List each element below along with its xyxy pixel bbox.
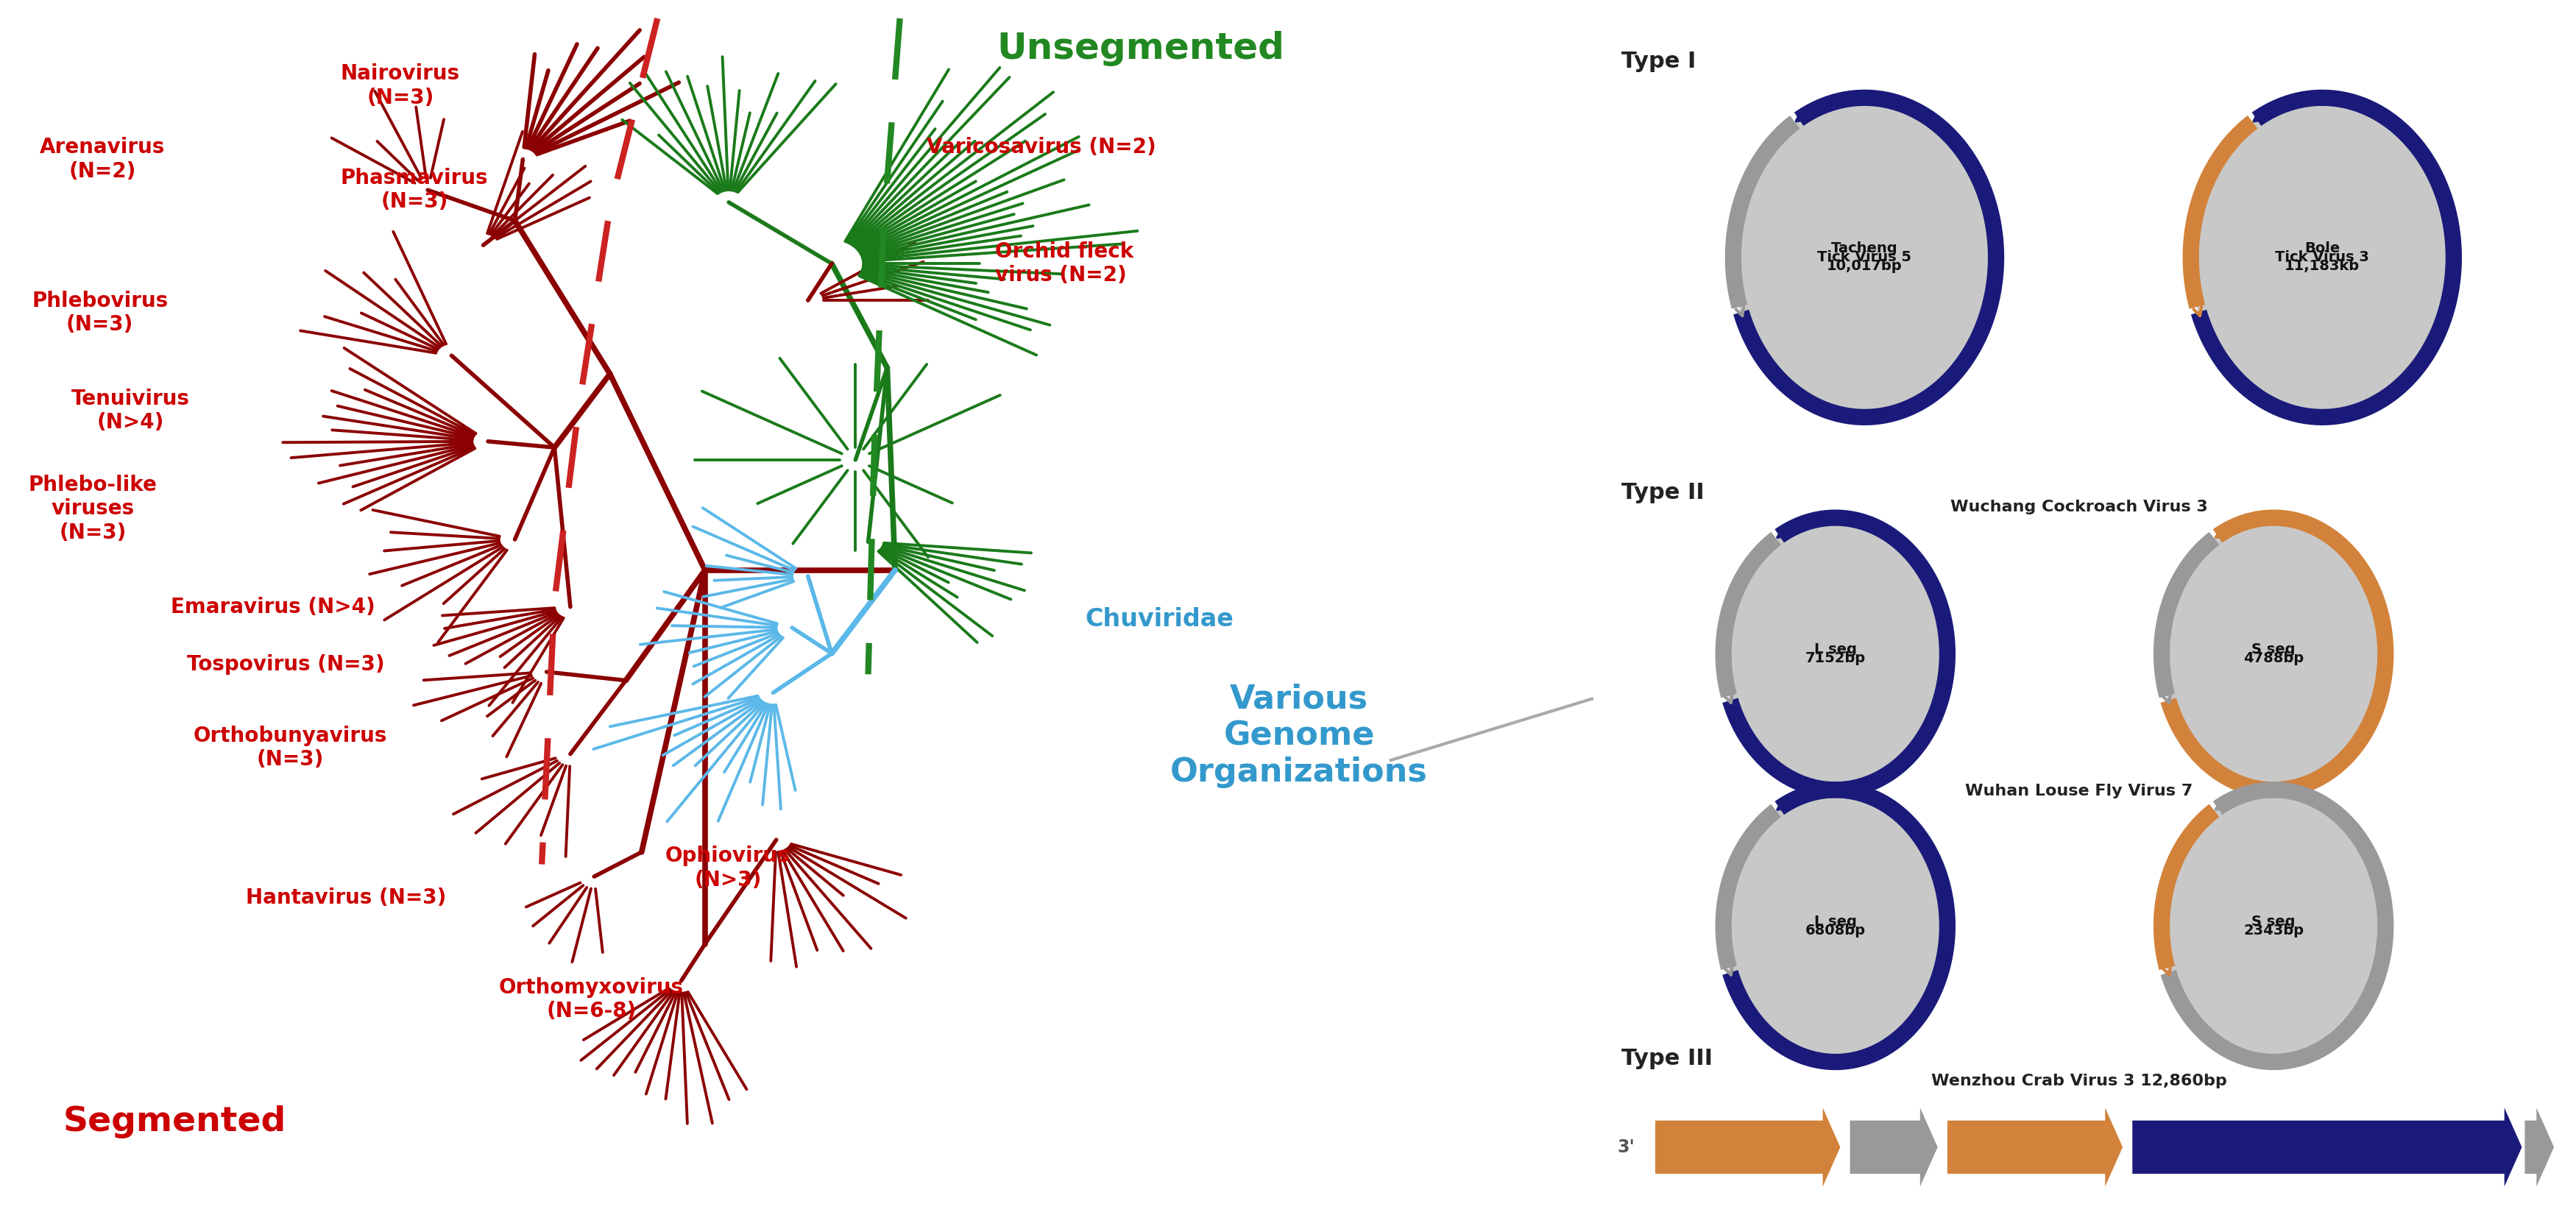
Circle shape: [2161, 790, 2385, 1062]
Text: Wenzhou Crab Virus 3 12,860bp: Wenzhou Crab Virus 3 12,860bp: [1932, 1074, 2226, 1089]
Text: S seg: S seg: [2251, 642, 2295, 656]
Circle shape: [2184, 544, 2362, 763]
Text: Ophiovirus
(N>3): Ophiovirus (N>3): [665, 846, 791, 890]
Circle shape: [1723, 790, 1947, 1062]
Text: S seg: S seg: [2251, 915, 2295, 928]
Text: Chuviridae: Chuviridae: [1084, 607, 1234, 631]
Text: Phlebovirus
(N=3): Phlebovirus (N=3): [31, 291, 167, 335]
Text: Type I: Type I: [1620, 50, 1695, 72]
Text: Phlebo-like
viruses
(N=3): Phlebo-like viruses (N=3): [28, 474, 157, 543]
Circle shape: [2184, 817, 2362, 1035]
Text: 3': 3': [1618, 1138, 1636, 1156]
Text: Tacheng: Tacheng: [1832, 242, 1899, 255]
Text: L seg: L seg: [1814, 915, 1857, 928]
Text: Tenuivirus
(N>4): Tenuivirus (N>4): [72, 389, 191, 433]
Circle shape: [1734, 98, 1996, 417]
Text: Orthobunyavirus
(N=3): Orthobunyavirus (N=3): [193, 726, 386, 770]
Text: Orchid fleck
virus (N=2): Orchid fleck virus (N=2): [994, 242, 1133, 286]
Text: Type III: Type III: [1620, 1048, 1713, 1069]
Text: 6808bp: 6808bp: [1806, 923, 1865, 938]
Text: Unsegmented: Unsegmented: [997, 31, 1285, 66]
Polygon shape: [2524, 1108, 2553, 1187]
Polygon shape: [1947, 1108, 2123, 1187]
Polygon shape: [1656, 1108, 1839, 1187]
Text: 11,183kb: 11,183kb: [2285, 260, 2360, 273]
Text: Varicosavirus (N=2): Varicosavirus (N=2): [927, 137, 1157, 157]
Circle shape: [1747, 544, 1924, 763]
Circle shape: [1723, 517, 1947, 790]
Text: Wuchang Cockroach Virus 3: Wuchang Cockroach Virus 3: [1950, 500, 2208, 515]
Text: 4788bp: 4788bp: [2244, 651, 2303, 666]
Text: Type II: Type II: [1620, 482, 1705, 504]
Text: Orthomyxovirus
(N=6-8): Orthomyxovirus (N=6-8): [500, 977, 683, 1021]
Text: 2343bp: 2343bp: [2244, 923, 2303, 938]
Polygon shape: [1850, 1108, 1937, 1187]
Circle shape: [2218, 130, 2427, 385]
Text: Emaravirus (N>4): Emaravirus (N>4): [170, 597, 376, 617]
Text: Segmented: Segmented: [64, 1105, 286, 1139]
Polygon shape: [2133, 1108, 2522, 1187]
Text: Phasmavirus
(N=3): Phasmavirus (N=3): [340, 168, 489, 212]
Text: Arenavirus
(N=2): Arenavirus (N=2): [39, 137, 165, 181]
Text: Wuhan Louse Fly Virus 7: Wuhan Louse Fly Virus 7: [1965, 783, 2192, 798]
Text: L seg: L seg: [1814, 642, 1857, 656]
Text: Bole: Bole: [2306, 242, 2339, 255]
Text: Hantavirus (N=3): Hantavirus (N=3): [245, 888, 446, 907]
Circle shape: [2161, 517, 2385, 790]
Text: 7152bp: 7152bp: [1806, 651, 1865, 666]
Text: Tospovirus (N=3): Tospovirus (N=3): [188, 655, 384, 674]
Circle shape: [1759, 130, 1971, 385]
Circle shape: [2190, 98, 2455, 417]
Text: 10,017bp: 10,017bp: [1826, 260, 1904, 273]
Text: Various
Genome
Organizations: Various Genome Organizations: [1170, 683, 1427, 788]
Text: 5': 5': [2532, 1138, 2550, 1156]
Text: Tick Virus 3: Tick Virus 3: [2275, 250, 2370, 265]
Circle shape: [1747, 817, 1924, 1035]
Text: Nairovirus
(N=3): Nairovirus (N=3): [340, 64, 461, 108]
Text: Tick Virus 5: Tick Virus 5: [1819, 250, 1911, 265]
